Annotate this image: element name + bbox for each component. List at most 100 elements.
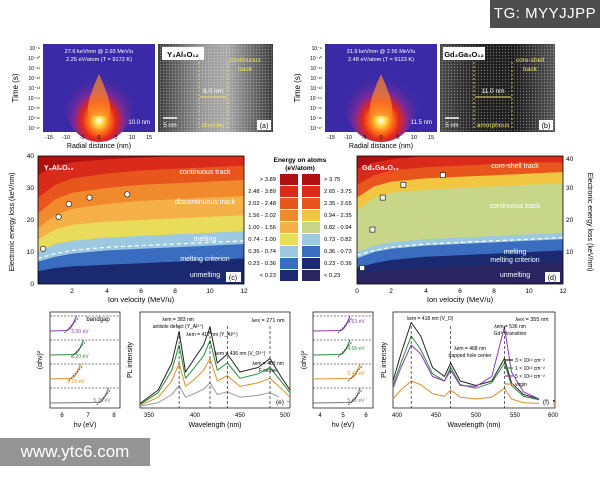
- panel-b-letter: (b): [542, 123, 551, 130]
- tauc-fit-line: [347, 365, 363, 382]
- ytick: 10⁻¹³: [28, 86, 40, 92]
- panel-e-peak-2: λem = 417 nm (Y_Al³⁺): [186, 332, 238, 338]
- ytick: 10⁻¹⁴: [28, 96, 40, 102]
- panel-f-pl-xticks: 400 450 500 550 600: [392, 413, 559, 419]
- legend-left-swatch: [280, 234, 298, 245]
- legend-left-swatch: [280, 246, 298, 257]
- xtick: 400: [392, 413, 403, 419]
- xtick: 10: [129, 135, 135, 141]
- panel-e-pl-xlabel: Wavelength (nm): [188, 422, 241, 429]
- ytick: 10: [566, 249, 574, 256]
- panel-b-ylabel: Time (s): [293, 73, 302, 102]
- legend-right-swatch: [302, 258, 320, 269]
- legend-left-label: 0.36 - 0.74: [248, 249, 276, 255]
- panel-a-scale: 5 nm: [163, 123, 176, 129]
- panel-a-width: 8.0 nm: [203, 88, 223, 95]
- xtick: 8: [112, 413, 116, 419]
- panel-f-gap-3: 5.43 eV: [347, 371, 365, 377]
- panel-a-info-2: 2.25 eV/atom (T = 9172 K): [66, 57, 132, 63]
- legend-left-swatch: [280, 198, 298, 209]
- panel-f-gap-2: 4.56 eV: [347, 346, 365, 352]
- xtick: 350: [144, 413, 155, 419]
- panel-e-letter-box: [273, 397, 287, 406]
- xtick: -15: [327, 135, 335, 141]
- panel-f-abs-xticks: 4 5 6: [318, 413, 368, 419]
- panel-c-letter-box: [226, 272, 241, 282]
- panel-e-letter: (e): [276, 399, 284, 406]
- panel-c: Electronic energy loss (keV/nm) 0 10 20 …: [9, 153, 248, 304]
- panel-c-frame: [37, 155, 245, 285]
- panel-f-abs-xlabel: hν (eV): [332, 422, 355, 429]
- panel-f-peak-3b: Gd³⁺ transition: [494, 331, 527, 337]
- melting-criterion-line: [356, 237, 564, 256]
- legend-right-swatch: [302, 246, 320, 257]
- panel-a-radius: 10.0 nm: [128, 120, 150, 126]
- legend-entry: 3 × 10¹³ cm⁻²: [515, 358, 545, 364]
- data-point: [379, 194, 386, 201]
- panel-e-gap-3: 5.15 eV: [67, 379, 85, 385]
- panel-c-plot: [37, 156, 245, 284]
- xtick: 6: [139, 288, 143, 295]
- panel-a-material-box: [162, 47, 204, 60]
- legend-left-swatch: [280, 270, 298, 281]
- legend-entry: virgin: [515, 382, 527, 388]
- panel-d-material: Gd₃Ga₅O₁₂: [362, 165, 399, 172]
- ytick: 10⁻¹⁰: [310, 56, 322, 62]
- data-point: [86, 194, 93, 201]
- legend-right-swatch: [302, 186, 320, 197]
- data-point: [400, 181, 407, 188]
- ytick: 10⁻¹⁰: [28, 56, 40, 62]
- tauc-fit-line: [96, 389, 111, 406]
- panel-e-excitation: λex = 271 nm: [251, 318, 285, 324]
- panel-e-abs-legend: bandgap: [86, 317, 110, 323]
- xtick: 8: [173, 288, 177, 295]
- panel-f-pl-curves: [392, 322, 556, 408]
- ytick: 20: [27, 217, 35, 224]
- xtick: 5: [396, 135, 399, 141]
- tauc-fit-line: [347, 389, 363, 406]
- legend-swatches: > 3.89 > 3.75 2.48 - 3.89 2.65 - 3.75 2.02 -…: [248, 174, 352, 281]
- panel-c-material: Y₃Al₅O₁₂: [44, 165, 74, 172]
- xtick: 12: [240, 288, 248, 295]
- tauc-fit-line: [71, 341, 86, 358]
- xtick: 400: [190, 413, 201, 419]
- legend-right-label: 0.82 - 0.94: [324, 225, 352, 231]
- tauc-fit-line: [337, 317, 353, 334]
- data-point: [439, 172, 446, 179]
- panel-c-xticks: 2 4 6 8 10 12: [70, 288, 248, 295]
- legend-right-label: 0.94 - 2.35: [324, 213, 352, 219]
- legend-left-swatch: [280, 210, 298, 221]
- panel-d-region-1: core-shell track: [491, 163, 539, 170]
- legend-right-swatch: [302, 174, 320, 185]
- panel-d-xticks: 0 2 4 6 8 10 12: [355, 288, 567, 295]
- xtick: -10: [62, 135, 70, 141]
- legend-left-label: < 0.23: [260, 273, 276, 279]
- xtick: 2: [70, 288, 74, 295]
- ytick: 10⁻¹⁶: [28, 116, 40, 122]
- xtick: 2: [389, 288, 393, 295]
- panel-a-ylabel: Time (s): [11, 73, 20, 102]
- xtick: 4: [318, 413, 322, 419]
- panel-b: Time (s) 10⁻⁹ 10⁻¹⁰ 10⁻¹¹ 10⁻¹² 10⁻¹³ 10…: [293, 44, 555, 150]
- ytick: 10⁻⁹: [312, 46, 322, 52]
- panel-a-tem-label-2: track: [238, 66, 253, 73]
- xtick: 0: [379, 135, 382, 141]
- xtick: 450: [235, 413, 246, 419]
- panel-e-peak-4b: F center: [259, 368, 278, 374]
- panel-e-peak-4a: λem = 483 nm: [252, 361, 284, 367]
- panel-e-abs-xlabel: hν (eV): [74, 422, 97, 429]
- panel-b-info-2: 2.48 eV/atom (T = 9123 K): [348, 57, 414, 63]
- panel-b-tem-label-1: core-shell: [516, 57, 545, 64]
- panel-c-ylabel: Electronic energy loss (keV/nm): [9, 173, 16, 272]
- xtick: -15: [45, 135, 53, 141]
- legend-left-label: 0.23 - 0.36: [248, 261, 276, 267]
- panel-b-letter-box: [539, 120, 553, 130]
- panel-a-tem-label-1: continuous: [229, 57, 261, 64]
- panel-c-xlabel: Ion velocity (MeV/u): [108, 295, 175, 304]
- panel-e-peak-3: λem = 436 nm (V_O²⁺): [215, 351, 266, 357]
- legend-left-swatch: [280, 186, 298, 197]
- xtick: 10: [411, 135, 417, 141]
- panel-b-xticks: -15 -10 -5 0 5 10 15: [327, 135, 434, 141]
- panel-c-region-3: melting: [194, 236, 217, 243]
